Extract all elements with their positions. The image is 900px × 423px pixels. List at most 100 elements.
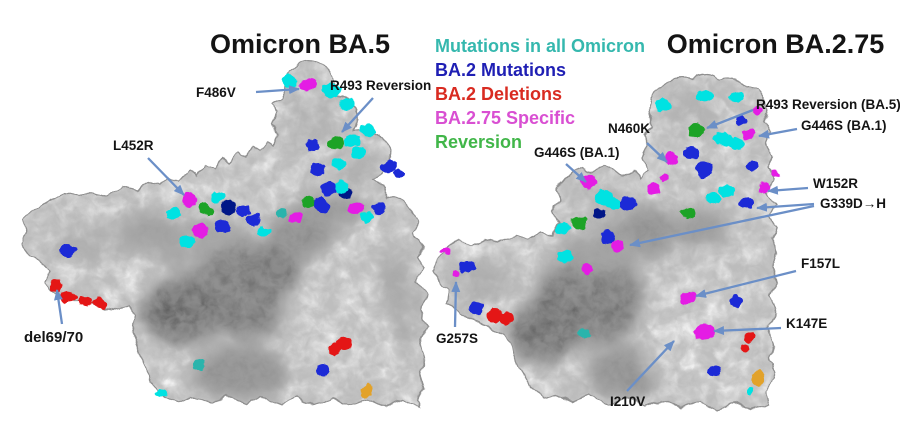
- mutation-patch-blue: [60, 245, 76, 257]
- mutation-patch-cyan: [655, 99, 671, 111]
- mutation-patch-orange: [359, 384, 373, 398]
- mutation-patch-green: [682, 207, 696, 219]
- mutation-patch-blue: [735, 115, 747, 125]
- mutation-patch-magenta: [299, 78, 317, 92]
- mutation-patch-cyan: [695, 90, 713, 102]
- mutation-label-g339d-h: G339D→H: [820, 196, 887, 211]
- mutation-patch-cyan: [554, 222, 570, 236]
- mutation-patch-magenta: [441, 247, 451, 255]
- mutation-patch-red: [499, 312, 513, 326]
- legend-item-ba2-deletions: BA.2 Deletions: [435, 84, 563, 104]
- annotation-arrow: [451, 281, 461, 328]
- mutation-patch-cyan: [166, 207, 182, 219]
- mutation-patch-cyan: [157, 389, 167, 397]
- mutation-patch-blue: [469, 301, 483, 315]
- annotation-arrow: [706, 108, 754, 130]
- annotation-arrow: [646, 142, 668, 163]
- mutation-patch-teal: [192, 360, 206, 370]
- mutation-patch-cyan: [713, 131, 733, 147]
- mutation-patch-red: [327, 343, 341, 357]
- mutation-patch-cyan: [350, 146, 366, 160]
- mutation-label-w152r: W152R: [813, 176, 859, 191]
- mutation-patch-teal: [276, 208, 288, 218]
- mutation-patch-blue: [695, 160, 713, 178]
- mutation-patch-magenta: [680, 291, 696, 305]
- mutation-patch-teal: [578, 328, 590, 338]
- mutation-label-g446s-right: G446S (BA.1): [801, 118, 887, 133]
- mutation-patch-blue: [372, 201, 386, 215]
- mutation-label-r493-reversion-ba5: R493 Reversion (BA.5): [756, 97, 900, 112]
- mutation-patch-magenta: [770, 169, 780, 177]
- annotation-arrow: [629, 204, 815, 248]
- mutation-patch-cyan: [179, 236, 195, 248]
- mutation-patch-orange: [751, 371, 765, 387]
- mutation-patch-cyan: [718, 185, 734, 197]
- mutation-patches: [49, 74, 780, 398]
- annotation-arrow: [758, 127, 798, 139]
- mutation-patch-cyan: [345, 135, 361, 147]
- mutation-patch-green: [329, 136, 345, 150]
- annotation-arrow: [54, 289, 64, 325]
- annotation-arrow: [147, 157, 185, 196]
- annotation-arrow: [255, 85, 300, 95]
- mutation-label-g257s: G257S: [436, 331, 479, 346]
- mutation-patch-magenta: [610, 239, 624, 253]
- mutation-patch-magenta: [752, 107, 762, 115]
- mutation-patch-magenta: [758, 182, 770, 194]
- mutation-label-del69-70: del69/70: [24, 329, 84, 346]
- mutation-patch-blue: [620, 197, 636, 211]
- mutation-label-f157l: F157L: [801, 256, 841, 271]
- legend-item-reversion: Reversion: [435, 132, 523, 152]
- mutation-patch-red: [487, 308, 503, 322]
- mutation-patch-magenta: [192, 222, 208, 238]
- annotation-arrow: [756, 202, 815, 212]
- mutation-patch-cyan: [557, 250, 573, 262]
- mutation-patch-navy: [593, 209, 605, 219]
- annotation-arrow: [767, 185, 809, 195]
- mutation-patch-green: [198, 203, 214, 217]
- annotation-arrow: [713, 326, 782, 336]
- mutation-patch-cyan: [729, 138, 745, 150]
- mutation-label-l452r: L452R: [113, 138, 154, 153]
- annotation-arrow: [565, 163, 587, 183]
- right-panel-title: Omicron BA.2.75: [666, 29, 885, 59]
- mutation-patch-magenta: [452, 270, 460, 278]
- mutation-patch-blue: [393, 168, 405, 178]
- mutation-patch-cyan: [360, 212, 374, 224]
- mutation-patch-blue: [460, 261, 476, 273]
- mutation-patch-magenta: [289, 210, 303, 224]
- legend-item-ba275-specific: BA.2.75 Specific: [435, 108, 576, 128]
- mutation-patch-blue: [214, 221, 230, 233]
- mutation-patch-magenta: [581, 264, 593, 274]
- mutation-legend: Mutations in all Omicron BA.2 Mutations …: [435, 34, 645, 154]
- mutation-patch-red: [745, 332, 755, 342]
- mutation-patch-red: [93, 298, 107, 308]
- mutation-patch-cyan: [257, 227, 271, 237]
- mutation-label-r493-reversion: R493 Reversion: [330, 78, 432, 93]
- mutation-patch-red: [337, 336, 353, 350]
- annotation-arrow: [626, 340, 675, 392]
- mutation-patch-cyan: [730, 91, 744, 103]
- mutation-label-n460k: N460K: [608, 121, 651, 136]
- mutation-patch-cyan: [360, 124, 376, 138]
- mutation-patch-magenta: [659, 173, 669, 181]
- legend-item-all-omicron: Mutations in all Omicron: [435, 36, 646, 56]
- mutation-patch-cyan: [746, 387, 754, 395]
- annotation-arrow: [341, 97, 374, 133]
- mutation-patch-red: [740, 343, 750, 351]
- mutation-patch-cyan: [606, 197, 622, 211]
- mutation-label-i210v: I210V: [610, 394, 646, 409]
- mutation-patch-magenta: [182, 192, 198, 208]
- mutation-label-f486v: F486V: [196, 85, 236, 100]
- mutation-patch-blue: [708, 365, 722, 377]
- mutation-patch-blue: [313, 197, 329, 213]
- mutation-patch-magenta: [647, 183, 661, 195]
- annotation-arrows: [54, 85, 815, 392]
- mutation-patch-cyan: [282, 74, 298, 88]
- mutation-patch-magenta: [742, 128, 756, 140]
- mutation-patch-blue: [310, 162, 326, 176]
- mutation-patch-blue: [740, 197, 754, 209]
- mutation-label-k147e: K147E: [786, 316, 828, 331]
